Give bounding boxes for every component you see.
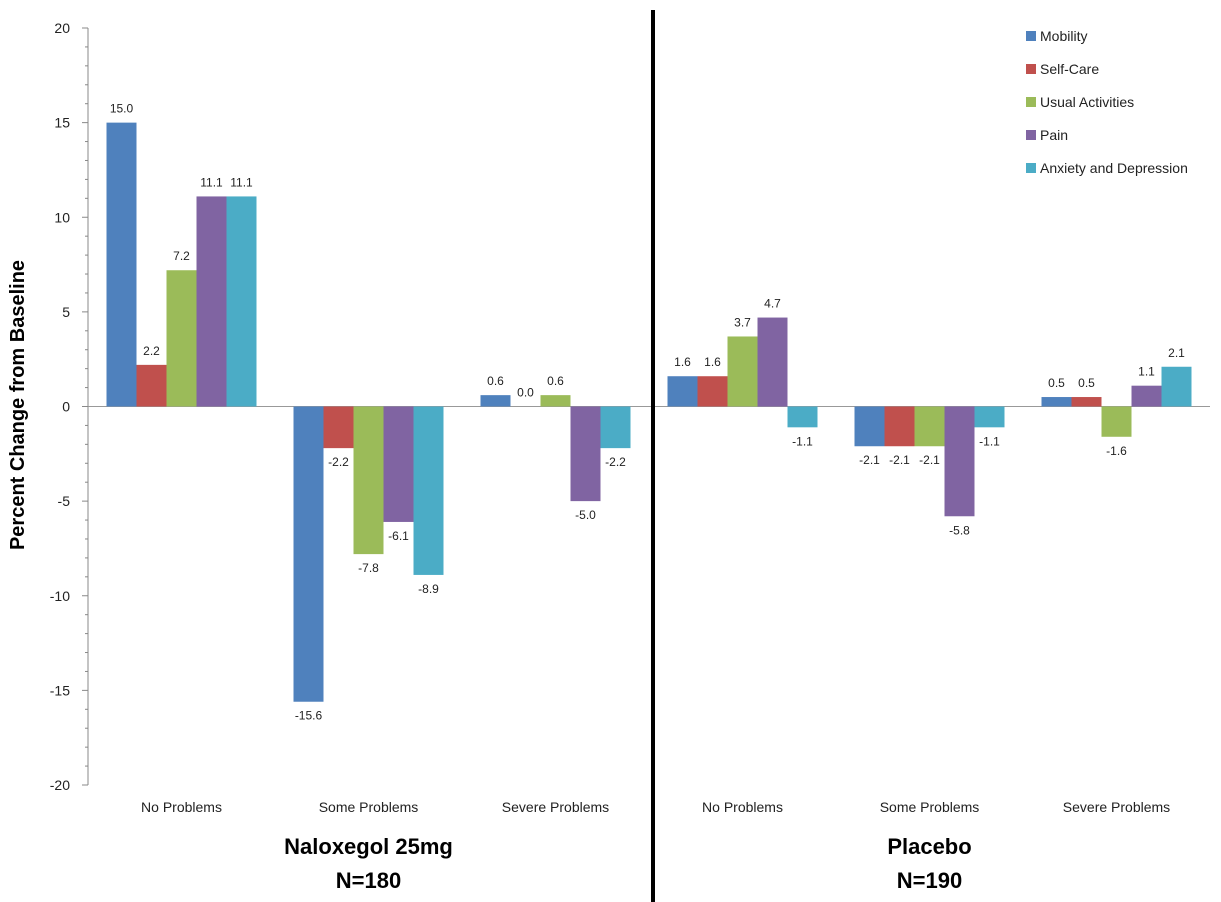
legend-label: Mobility: [1040, 28, 1087, 44]
bar-usual-activities: [727, 336, 758, 407]
data-label: -5.8: [949, 523, 970, 537]
legend-swatch: [1026, 130, 1036, 140]
data-label: 0.6: [547, 374, 564, 388]
bar-anxiety-and-depression: [413, 406, 444, 575]
y-tick-label: 0: [62, 399, 70, 415]
bar-self-care: [1071, 397, 1102, 407]
legend-swatch: [1026, 31, 1036, 41]
category-label: No Problems: [702, 799, 783, 815]
data-label: -8.9: [418, 582, 439, 596]
data-label: -2.1: [859, 453, 880, 467]
data-label: -1.1: [979, 434, 1000, 448]
bar-anxiety-and-depression: [600, 406, 631, 449]
y-tick-label: -20: [50, 777, 70, 793]
data-label: -5.0: [575, 508, 596, 522]
y-axis-label: Percent Change from Baseline: [7, 260, 29, 550]
bar-anxiety-and-depression: [226, 196, 257, 407]
data-label: 1.6: [704, 355, 721, 369]
bar-pain: [570, 406, 601, 502]
bar-pain: [1131, 385, 1162, 407]
y-tick-label: 15: [54, 115, 70, 131]
bar-pain: [757, 317, 788, 407]
data-label: 1.1: [1138, 365, 1155, 379]
legend-swatch: [1026, 163, 1036, 173]
y-tick-label: -15: [50, 682, 70, 698]
data-label: 1.6: [674, 355, 691, 369]
bar-usual-activities: [166, 270, 197, 407]
bars: [106, 122, 1192, 702]
data-label: -2.1: [889, 453, 910, 467]
legend-label: Pain: [1040, 127, 1068, 143]
bar-pain: [196, 196, 227, 407]
data-label: -1.1: [792, 434, 813, 448]
bar-anxiety-and-depression: [974, 406, 1005, 428]
y-tick-label: -10: [50, 588, 70, 604]
bar-usual-activities: [1101, 406, 1132, 437]
bar-self-care: [323, 406, 354, 449]
data-label: 4.7: [764, 297, 781, 311]
bar-self-care: [697, 376, 728, 407]
bar-self-care: [884, 406, 915, 447]
bar-anxiety-and-depression: [787, 406, 818, 428]
y-tick-label: -5: [58, 493, 71, 509]
data-label: -2.1: [919, 453, 940, 467]
data-label: 11.1: [230, 175, 253, 189]
bar-usual-activities: [914, 406, 945, 447]
data-label: -2.2: [328, 455, 349, 469]
legend-swatch: [1026, 97, 1036, 107]
y-tick-label: 20: [54, 20, 70, 36]
data-label: 2.1: [1168, 346, 1185, 360]
bar-mobility: [854, 406, 885, 447]
data-label: -2.2: [605, 455, 626, 469]
bar-mobility: [1041, 397, 1072, 407]
data-label: 0.5: [1048, 376, 1065, 390]
data-label: 11.1: [200, 175, 223, 189]
bar-pain: [383, 406, 414, 522]
category-label: Severe Problems: [502, 799, 609, 815]
group-name-label: Naloxegol 25mg: [284, 834, 453, 859]
y-tick-label: 10: [54, 209, 70, 225]
data-label: -7.8: [358, 561, 379, 575]
data-label: -15.6: [295, 709, 323, 723]
bar-mobility: [106, 122, 137, 407]
y-tick-label: 5: [62, 304, 70, 320]
data-label: 7.2: [173, 249, 190, 263]
data-label: 15.0: [110, 102, 134, 116]
category-label: Some Problems: [880, 799, 980, 815]
data-label: 0.6: [487, 374, 504, 388]
data-label: -6.1: [388, 529, 409, 543]
category-labels: No Problems Some Problems Severe Problems N…: [141, 799, 1170, 815]
category-label: No Problems: [141, 799, 222, 815]
group-n-label: N=180: [336, 868, 401, 893]
data-label: 3.7: [734, 315, 751, 329]
legend-label: Anxiety and Depression: [1040, 160, 1188, 176]
data-labels: 15.0 2.2 7.2 11.1 11.1 -15.6 -2.2 -7.8 -6.1 -8.9 0…: [110, 102, 1185, 723]
legend-label: Usual Activities: [1040, 94, 1134, 110]
data-label: 2.2: [143, 344, 160, 358]
bar-self-care: [136, 364, 167, 407]
bar-mobility: [293, 406, 324, 702]
group-labels: Naloxegol 25mg N=180 Placebo N=190: [284, 834, 972, 893]
bar-mobility: [480, 395, 511, 407]
data-label: -1.6: [1106, 444, 1127, 458]
data-label: 0.0: [517, 386, 534, 400]
bar-pain: [944, 406, 975, 517]
bar-mobility: [667, 376, 698, 407]
legend-label: Self-Care: [1040, 61, 1099, 77]
group-name-label: Placebo: [887, 834, 971, 859]
axes: 20 15 10 5 0 -5 -10 -15 -20: [50, 10, 1210, 902]
data-label: 0.5: [1078, 376, 1095, 390]
legend: Mobility Self-Care Usual Activities Pain Anx…: [1026, 28, 1188, 176]
category-label: Some Problems: [319, 799, 419, 815]
bar-usual-activities: [540, 395, 571, 407]
category-label: Severe Problems: [1063, 799, 1170, 815]
group-n-label: N=190: [897, 868, 962, 893]
legend-swatch: [1026, 64, 1036, 74]
bar-anxiety-and-depression: [1161, 366, 1192, 407]
bar-usual-activities: [353, 406, 384, 555]
